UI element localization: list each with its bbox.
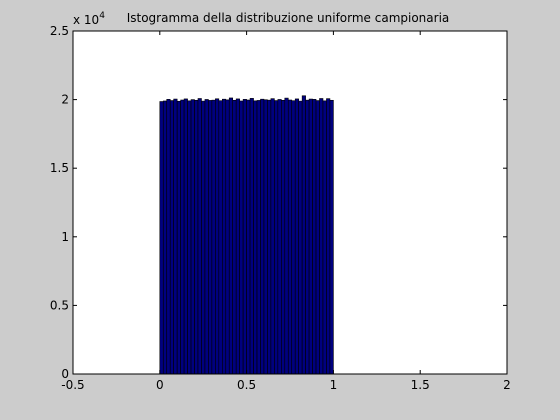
axes-frame bbox=[72, 30, 508, 375]
histogram-bar bbox=[294, 98, 299, 375]
histogram-bar bbox=[187, 100, 192, 375]
histogram-bars bbox=[159, 95, 334, 375]
histogram-bar bbox=[284, 97, 289, 375]
y-tick-label: 1 bbox=[61, 230, 69, 244]
axis-ticks: -0.5 0 0.5 1 1.5 200.511.522.5 bbox=[50, 24, 511, 392]
histogram-bar bbox=[267, 99, 272, 375]
histogram-bar bbox=[162, 100, 168, 375]
histogram-bar bbox=[201, 100, 206, 375]
histogram-bar bbox=[232, 99, 237, 375]
histogram-bar bbox=[208, 100, 213, 375]
x-tick-label: 1 bbox=[330, 378, 338, 392]
histogram-bar bbox=[239, 100, 244, 375]
histogram-bar bbox=[253, 100, 258, 375]
histogram-bar bbox=[274, 100, 279, 375]
y-exponent-power: 4 bbox=[99, 11, 105, 21]
histogram-bar bbox=[159, 101, 164, 375]
y-exponent-base: x 10 bbox=[73, 13, 99, 27]
x-tick-label: 1.5 bbox=[411, 378, 430, 392]
histogram-bar bbox=[301, 95, 306, 375]
histogram-bar bbox=[287, 99, 293, 375]
histogram-bar bbox=[329, 99, 334, 375]
histogram-bar bbox=[277, 99, 282, 375]
histogram-bar bbox=[235, 98, 240, 375]
histogram-bar bbox=[263, 99, 268, 375]
histogram-bar bbox=[260, 98, 265, 375]
histogram-bar bbox=[291, 100, 296, 375]
histogram-bar bbox=[308, 98, 313, 375]
x-tick-label: 2 bbox=[503, 378, 511, 392]
histogram-bar bbox=[190, 99, 195, 375]
histogram-bar bbox=[194, 99, 199, 375]
histogram-bar bbox=[173, 98, 178, 375]
histogram-bar bbox=[218, 100, 223, 375]
y-tick-label: 2 bbox=[61, 93, 69, 107]
y-exponent-label: x 104 bbox=[73, 11, 105, 27]
histogram-bar bbox=[180, 99, 185, 375]
histogram-bar bbox=[256, 100, 261, 375]
histogram-bar bbox=[305, 99, 310, 375]
histogram-bar bbox=[298, 100, 303, 375]
histogram-bar bbox=[312, 99, 317, 375]
histogram-bar bbox=[315, 100, 320, 375]
histogram-bar bbox=[197, 98, 202, 375]
histogram-bar bbox=[176, 100, 181, 375]
y-tick-label: 0 bbox=[61, 367, 69, 381]
histogram-bar bbox=[183, 98, 188, 375]
x-tick-label: 0.5 bbox=[237, 378, 256, 392]
histogram-bar bbox=[204, 99, 209, 375]
chart-title: Istogramma della distribuzione uniforme … bbox=[127, 11, 450, 25]
x-tick-label: 0 bbox=[156, 378, 164, 392]
histogram-bar bbox=[281, 99, 286, 375]
y-tick-label: 1.5 bbox=[50, 161, 69, 175]
histogram-bar bbox=[211, 99, 216, 375]
y-tick-label: 2.5 bbox=[50, 24, 69, 38]
histogram-bar bbox=[225, 99, 230, 375]
histogram-bar bbox=[228, 97, 234, 375]
histogram-bar bbox=[322, 100, 327, 375]
histogram-bar bbox=[270, 98, 275, 375]
histogram-bar bbox=[215, 98, 220, 375]
histogram-bar bbox=[319, 98, 324, 375]
histogram-bar bbox=[246, 99, 251, 375]
histogram-bar bbox=[166, 99, 171, 375]
x-tick-label: -0.5 bbox=[61, 378, 84, 392]
histogram-bar bbox=[169, 100, 174, 375]
histogram-bar bbox=[242, 99, 247, 375]
histogram-bar bbox=[222, 98, 227, 375]
histogram-bar bbox=[326, 98, 331, 375]
histogram-bar bbox=[249, 98, 254, 375]
y-tick-label: 0.5 bbox=[50, 298, 69, 312]
